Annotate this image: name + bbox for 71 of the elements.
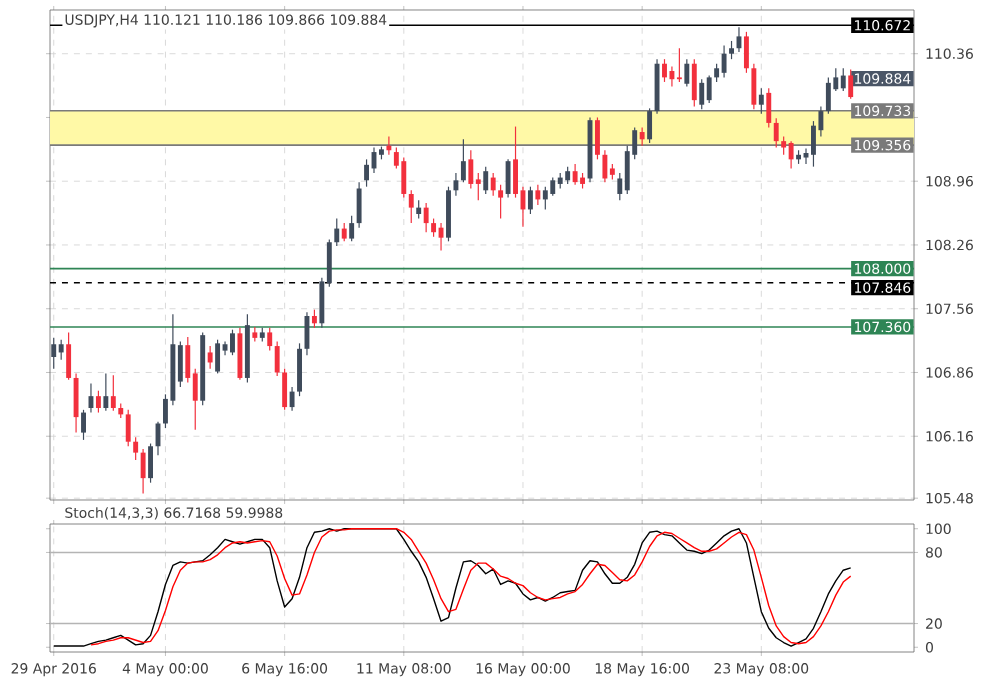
candlestick [729, 40, 734, 60]
candlestick [691, 58, 697, 108]
candlestick [721, 44, 727, 78]
candlestick [781, 135, 787, 156]
candlestick [542, 186, 548, 211]
candlestick [431, 217, 437, 238]
candlestick [416, 199, 422, 220]
candlestick [311, 309, 317, 329]
candlestick [297, 342, 302, 397]
candlestick [140, 448, 146, 495]
candlestick [408, 189, 414, 224]
candlestick [460, 138, 466, 183]
candlestick [743, 31, 749, 74]
candlestick [751, 63, 757, 110]
candlestick [848, 68, 854, 100]
candlestick [148, 442, 154, 484]
candlestick [535, 184, 541, 206]
candlestick [73, 372, 79, 434]
candlestick [572, 163, 578, 186]
candlestick [602, 149, 608, 183]
candlestick [453, 172, 459, 197]
candlestick [788, 140, 794, 170]
candlestick [706, 74, 712, 104]
candlestick [527, 186, 533, 215]
candlestick [267, 327, 273, 352]
candlestick [595, 116, 600, 160]
candlestick [289, 386, 295, 412]
candlestick [699, 78, 705, 110]
candlestick [446, 186, 451, 242]
candlestick [773, 117, 779, 149]
candlestick [349, 215, 355, 242]
candlestick [758, 87, 764, 115]
candlestick [133, 436, 139, 461]
candlestick [550, 176, 556, 197]
candlestick [103, 372, 109, 412]
candlestick [207, 345, 213, 370]
candlestick [766, 87, 772, 129]
candlestick [825, 76, 831, 115]
candlestick [274, 340, 280, 377]
candlestick [95, 390, 101, 414]
candlestick [81, 409, 86, 441]
candlestick [639, 126, 645, 147]
candlestick [66, 331, 72, 381]
candlestick [51, 337, 57, 370]
candlestick [438, 222, 444, 252]
candlestick [684, 58, 690, 88]
candlestick [662, 58, 667, 83]
candlestick [423, 202, 429, 233]
candlestick [341, 222, 347, 242]
candlestick [386, 135, 392, 156]
candlestick [334, 217, 340, 247]
candlestick [356, 181, 362, 229]
candlestick [676, 47, 682, 83]
candlestick [125, 409, 131, 447]
candlestick [498, 184, 504, 220]
candlestick [215, 339, 221, 374]
candlestick [401, 156, 407, 199]
candlestick [282, 368, 288, 411]
candlestick [490, 172, 496, 197]
candlestick [364, 158, 370, 188]
candlestick [505, 158, 511, 199]
candlestick [647, 107, 653, 144]
candlestick [840, 67, 846, 92]
candlestick [483, 166, 489, 195]
candlestick [237, 327, 243, 381]
candlestick [654, 58, 660, 115]
candlestick [669, 65, 675, 88]
candlestick [230, 329, 235, 356]
candlestick [58, 339, 64, 361]
candlestick [468, 149, 474, 190]
candlestick [110, 374, 116, 412]
